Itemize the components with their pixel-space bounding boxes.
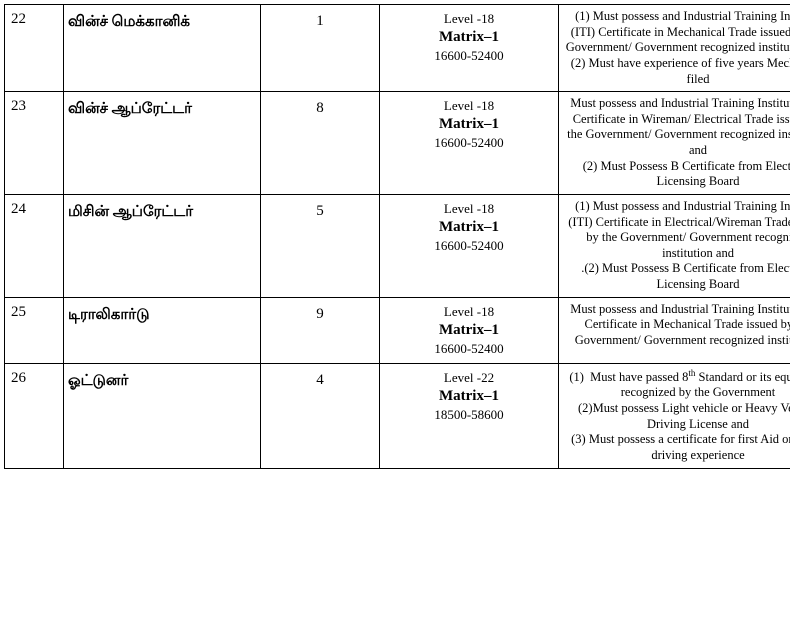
cell-post: மிசின் ஆப்ரேட்டர்	[64, 194, 261, 297]
table-body: 22 வின்ச் மெக்கானிக் 1 Level -18 Matrix–…	[5, 5, 790, 469]
cell-qualification: (1) Must possess and Industrial Training…	[559, 194, 790, 297]
cell-count: 1	[261, 5, 380, 92]
cell-pay: Level -18 Matrix–1 16600-52400	[380, 297, 559, 363]
cell-qualification: Must possess and Industrial Training Ins…	[559, 297, 790, 363]
pay-level: Level -22	[384, 370, 554, 386]
cell-count: 8	[261, 92, 380, 195]
cell-post: வின்ச் ஆப்ரேட்டர்	[64, 92, 261, 195]
cell-qualification: Must possess and Industrial Training Ins…	[559, 92, 790, 195]
cell-post: டிராலிகார்டு	[64, 297, 261, 363]
pay-level: Level -18	[384, 11, 554, 27]
pay-matrix: Matrix–1	[384, 219, 554, 236]
pay-range: 16600-52400	[384, 135, 554, 151]
cell-sno: 25	[5, 297, 64, 363]
cell-pay: Level -18 Matrix–1 16600-52400	[380, 194, 559, 297]
pay-level: Level -18	[384, 98, 554, 114]
pay-range: 18500-58600	[384, 407, 554, 423]
pay-matrix: Matrix–1	[384, 29, 554, 46]
table-row: 25 டிராலிகார்டு 9 Level -18 Matrix–1 166…	[5, 297, 790, 363]
cell-sno: 22	[5, 5, 64, 92]
cell-qualification: (1) Must possess and Industrial Training…	[559, 5, 790, 92]
cell-count: 4	[261, 363, 380, 468]
pay-matrix: Matrix–1	[384, 388, 554, 405]
pay-range: 16600-52400	[384, 238, 554, 254]
pay-matrix: Matrix–1	[384, 116, 554, 133]
cell-pay: Level -18 Matrix–1 16600-52400	[380, 5, 559, 92]
pay-range: 16600-52400	[384, 341, 554, 357]
table-row: 26 ஓட்டுனர் 4 Level -22 Matrix–1 18500-5…	[5, 363, 790, 468]
pay-level: Level -18	[384, 304, 554, 320]
cell-post: வின்ச் மெக்கானிக்	[64, 5, 261, 92]
cell-count: 9	[261, 297, 380, 363]
cell-sno: 23	[5, 92, 64, 195]
cell-sno: 26	[5, 363, 64, 468]
cell-pay: Level -18 Matrix–1 16600-52400	[380, 92, 559, 195]
cell-qualification: (1) Must have passed 8th Standard or its…	[559, 363, 790, 468]
cell-post: ஓட்டுனர்	[64, 363, 261, 468]
table-row: 23 வின்ச் ஆப்ரேட்டர் 8 Level -18 Matrix–…	[5, 92, 790, 195]
cell-pay: Level -22 Matrix–1 18500-58600	[380, 363, 559, 468]
table-row: 22 வின்ச் மெக்கானிக் 1 Level -18 Matrix–…	[5, 5, 790, 92]
pay-range: 16600-52400	[384, 48, 554, 64]
table-row: 24 மிசின் ஆப்ரேட்டர் 5 Level -18 Matrix–…	[5, 194, 790, 297]
pay-level: Level -18	[384, 201, 554, 217]
cell-count: 5	[261, 194, 380, 297]
cell-sno: 24	[5, 194, 64, 297]
pay-matrix: Matrix–1	[384, 322, 554, 339]
qualification-table: 22 வின்ச் மெக்கானிக் 1 Level -18 Matrix–…	[4, 4, 790, 469]
